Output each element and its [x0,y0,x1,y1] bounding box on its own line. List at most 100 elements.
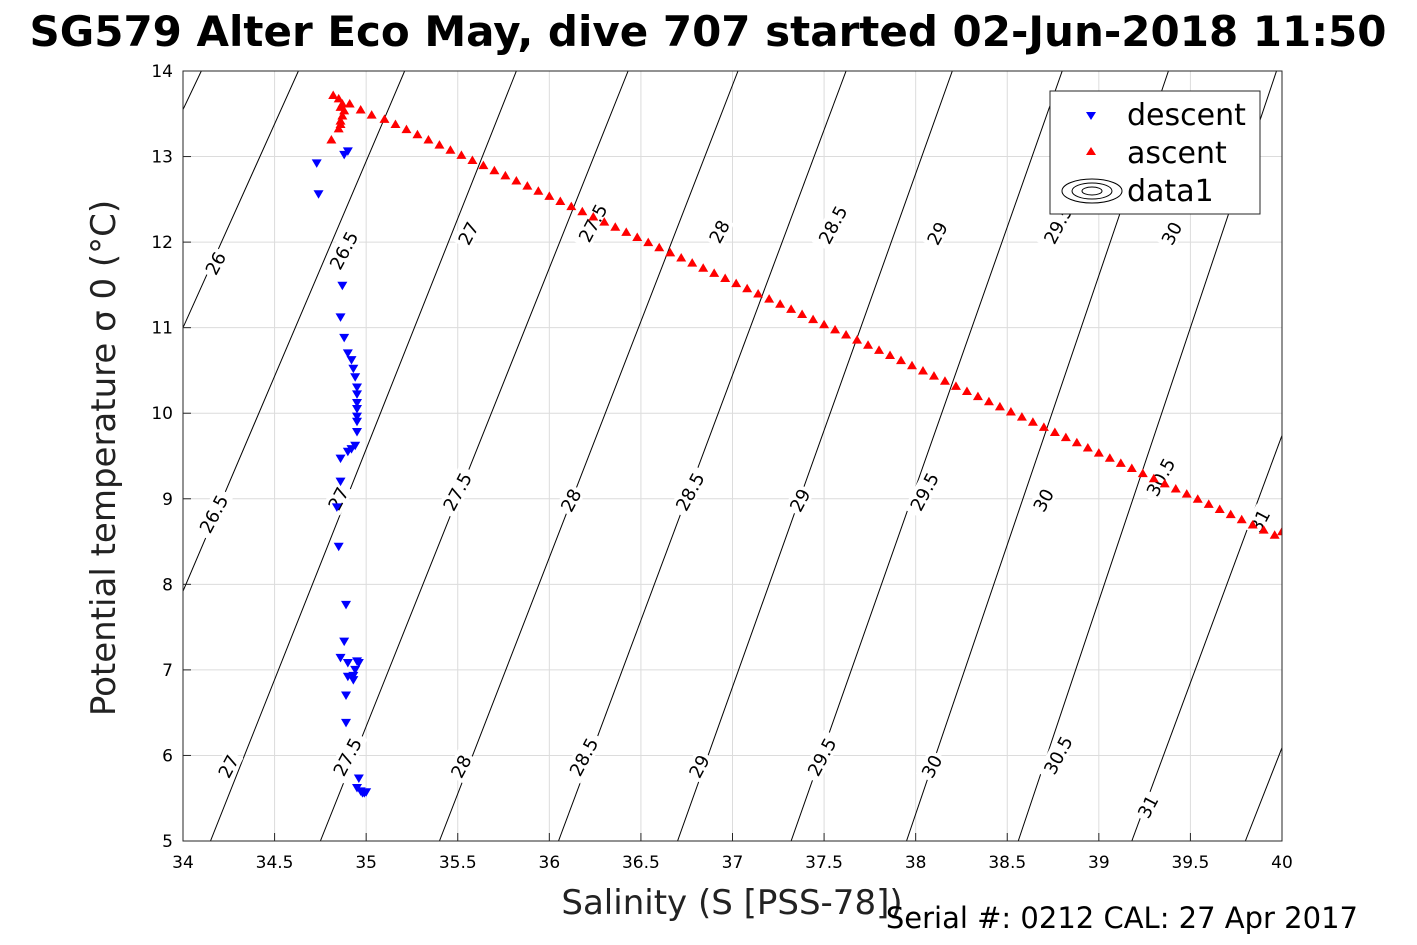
contour-label-bg [1139,450,1181,504]
ascent-point [874,345,885,354]
y-axis-label-group: Potential temperature σ 0 (°C) [84,200,124,716]
legend: descent ascent data1 [1049,90,1261,215]
ascent-point [1236,514,1247,524]
contour-label-bg [436,464,478,519]
descent-point [342,147,353,156]
descent-point [353,774,364,784]
contour-label-bg [562,729,604,784]
contour-label-bg [555,482,586,518]
descent-point [352,417,363,427]
ascent-point [1258,525,1269,534]
y-tick-label: 12 [151,233,173,253]
ascent-point [731,278,742,288]
x-tick-label: 34.5 [256,853,294,873]
contour-label-bg [915,749,947,784]
ascent-point [863,340,874,349]
contour-label-bg [1155,216,1187,251]
ascent-point [676,253,687,262]
contour-label-bg [1037,728,1079,782]
ascent-point [566,201,577,211]
serial-cal-footer: Serial #: 0212 CAL: 27 Apr 2017 [886,901,1358,935]
chart-title: SG579 Alter Eco May, dive 707 started 02… [30,7,1387,56]
x-tick-label: 39 [1088,853,1110,873]
isopycnal-line-28-5 [438,71,739,841]
x-tick-label: 35 [355,853,377,873]
isopycnal-line-27-5 [210,71,517,841]
ascent-point [344,99,355,108]
ascent-point [533,186,544,195]
ascent-point [1049,427,1060,437]
x-tick-label: 37.5 [805,853,843,873]
contour-label-bg [199,245,231,281]
contour-label-bg [192,486,234,541]
descent-point [341,718,352,728]
x-tick-label: 37 [722,853,744,873]
contour-label-bg [668,464,711,519]
descent-point [348,676,359,685]
ascent-point [1137,468,1148,478]
descent-point [361,788,372,797]
contour-label-bg [322,481,354,516]
ascent-point [994,401,1005,411]
descent-point [342,672,353,682]
contour-label-bg [683,749,715,784]
ascent-point [355,105,366,114]
ascent-point [544,191,555,200]
x-axis-label: Salinity (S [PSS-78]) [561,883,902,923]
y-tick-label: 14 [151,62,173,82]
x-tick-label: 39.5 [1171,853,1209,873]
descent-point [311,159,322,168]
ascent-point [412,129,423,139]
ascent-point [1005,407,1016,416]
ascent-point [775,299,786,308]
ascent-point [1203,499,1214,508]
ascent-point [950,381,961,390]
contour-label-bg [800,729,842,784]
ascent-point [764,294,775,303]
contour-label-bg [703,214,735,249]
isopycnal-line-30 [790,71,1063,841]
contour-label-bg [811,197,853,252]
y-tick-label: 10 [151,404,173,424]
ascent-point [632,232,643,241]
ascent-point [1115,458,1126,467]
y-tick-label: 7 [162,661,173,681]
x-axis-ticks: 34 34.5 35 35.5 36 36.5 37 37.5 38 38.5 39 39.5 40 [172,833,1293,873]
ascent-point [588,211,599,221]
descent-point [352,428,363,437]
ascent-point [467,155,478,164]
descent-point [339,333,350,343]
ascent-point [610,222,621,231]
y-tick-label: 11 [151,319,173,339]
y-tick-label: 6 [162,746,173,766]
ascent-point [885,350,896,360]
ascent-point [1192,494,1203,503]
ascent-point [1126,463,1137,472]
ascent-point [423,134,434,144]
descent-point [352,404,363,414]
ascent-point [366,110,377,119]
x-tick-label: 40 [1271,853,1293,873]
ascent-point [1159,478,1170,488]
descent-point [335,653,346,663]
ascent-point [1071,437,1082,447]
descent-point [331,503,342,512]
contour-label-bg [452,216,484,251]
ascent-point [1247,519,1258,529]
isopycnal-line-26-5 [183,71,299,328]
isopycnal-line-32 [1244,747,1282,841]
y-tick-label: 8 [162,575,173,595]
descent-point [350,373,361,382]
ascent-point [687,258,698,267]
isopycnal-line-29 [558,71,847,841]
ascent-point [896,355,907,365]
ascent-point [328,90,339,99]
descent-point [352,398,363,408]
x-tick-label: 34 [172,853,194,873]
ascent-point [808,314,819,324]
descent-point [342,659,353,668]
descent-point [352,390,363,399]
ascent-point [709,268,720,277]
